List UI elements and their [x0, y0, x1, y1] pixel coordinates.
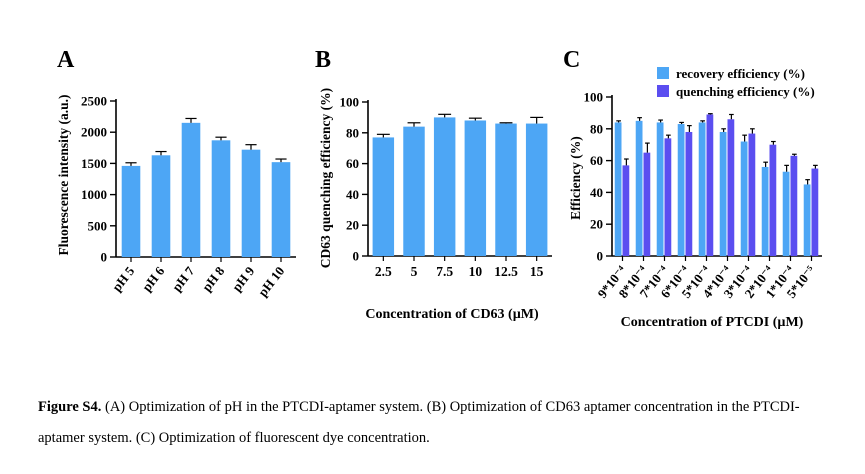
panel-c-bar	[782, 171, 790, 256]
panel-a-x-tick-label: pH 9	[229, 263, 258, 294]
panel-a-x-tick-label: pH 7	[169, 263, 198, 294]
legend-label-quenching: quenching efficiency (%)	[676, 84, 815, 99]
panel-b-x-tick-label: 10	[469, 264, 483, 279]
panel-a-ylabel: Fluorescence intensity (a.u.)	[56, 95, 71, 256]
panel-c-bar	[685, 131, 693, 256]
panel-a-bar	[181, 122, 201, 257]
panel-a-bar	[151, 155, 171, 257]
panel-c-bar	[811, 168, 819, 256]
panel-a-bar	[121, 165, 141, 257]
panel-c-y-tick-label: 40	[590, 185, 603, 200]
panel-b-y-tick-label: 40	[346, 187, 359, 202]
panel-b-bar	[433, 117, 456, 257]
caption-lead: Figure S4.	[38, 399, 102, 415]
panel-c-bar	[698, 122, 706, 256]
panel-b: B CD63 quenching efficiency (%) Concentr…	[315, 47, 552, 322]
panel-b-ylabel: CD63 quenching efficiency (%)	[318, 88, 333, 268]
panel-b-x-tick-label: 7.5	[436, 264, 453, 279]
panel-a-plot: 0 500 1000 1500 2000 2500 pH 5 pH 6 pH 7 pH 8 pH 9…	[81, 94, 296, 300]
panel-c-legend: recovery efficiency (%) quenching effici…	[657, 66, 815, 99]
panel-b-bar	[403, 126, 425, 256]
panel-c-bar	[748, 133, 756, 256]
panel-b-plot: 0 20 40 60 80 100 2.5 5 7.5 10 12.5 15	[340, 95, 552, 279]
panel-c-plot: 0204060801009*10⁻⁴8*10⁻⁴7*10⁻⁴6*10⁻⁴5*10…	[584, 90, 822, 301]
panel-b-letter: B	[315, 47, 331, 73]
panel-c-bar	[761, 166, 769, 256]
panel-c-y-tick-label: 100	[584, 90, 604, 105]
panel-c-y-tick-label: 60	[590, 153, 603, 168]
panel-a-x-tick-label: pH 8	[199, 263, 228, 294]
panel-b-y-tick-label: 20	[346, 218, 359, 233]
panel-a-y-tick-label: 1500	[81, 156, 107, 171]
panel-a-y-tick-label: 2000	[81, 125, 107, 140]
panel-c-bar	[614, 122, 622, 256]
panel-b-x-tick-label: 12.5	[494, 264, 518, 279]
panel-c-letter: C	[563, 47, 580, 73]
panel-b-bar	[464, 120, 487, 256]
panel-c-ylabel: Efficiency (%)	[568, 136, 583, 220]
panel-b-x-tick-label: 2.5	[375, 264, 392, 279]
panel-c: C Efficiency (%) Concentration of PTCDI …	[563, 47, 822, 330]
panel-c-bar	[790, 155, 798, 256]
panel-c-bar	[727, 119, 735, 256]
panel-b-xlabel: Concentration of CD63 (µM)	[365, 307, 539, 322]
panel-b-bar	[525, 123, 548, 256]
legend-swatch-quenching	[657, 85, 669, 97]
panel-c-bar	[769, 144, 777, 256]
panel-c-y-tick-label: 20	[590, 217, 603, 232]
panel-c-bar	[719, 131, 727, 256]
panel-b-x-tick-label: 15	[530, 264, 544, 279]
panel-c-bar	[622, 165, 630, 256]
panel-b-y-tick-label: 60	[346, 156, 359, 171]
panel-c-bar	[656, 122, 664, 256]
panel-b-bar	[372, 137, 395, 256]
panel-a-bar	[241, 149, 261, 257]
panel-a-x-tick-label: pH 6	[139, 263, 168, 294]
panel-a-bar	[211, 140, 231, 257]
panel-b-x-tick-label: 5	[411, 264, 418, 279]
panel-c-xlabel: Concentration of PTCDI (µM)	[621, 315, 804, 330]
panel-a-letter: A	[57, 47, 75, 73]
panel-c-bar	[706, 114, 714, 257]
panel-b-y-tick-label: 80	[346, 125, 359, 140]
panel-a-y-tick-label: 2500	[81, 94, 107, 109]
figure-canvas: A Fluorescence intensity (a.u.) 05001000…	[56, 47, 822, 330]
panel-c-bar	[677, 124, 685, 256]
panel-c-bar	[664, 138, 672, 256]
legend-swatch-recovery	[657, 67, 669, 79]
panel-c-y-tick-label: 0	[597, 249, 604, 264]
panel-a-y-tick-label: 0	[101, 250, 108, 265]
panel-b-y-tick-label: 100	[340, 95, 360, 110]
panel-b-y-tick-label: 0	[353, 249, 360, 264]
panel-c-bar	[643, 152, 651, 256]
panel-b-bar	[495, 123, 517, 256]
panel-a-x-tick-label: pH 5	[109, 263, 138, 294]
panel-a-y-tick-label: 500	[88, 218, 108, 233]
panel-c-bar	[740, 141, 748, 256]
panel-a-x-tick-label: pH 10	[255, 264, 288, 300]
caption-text: (A) Optimization of pH in the PTCDI-apta…	[38, 399, 800, 446]
panel-c-bar	[635, 120, 643, 256]
panel-a: A Fluorescence intensity (a.u.) 0 500 1000…	[56, 47, 296, 299]
panel-a-bar	[271, 162, 291, 257]
panel-c-y-tick-label: 80	[590, 121, 603, 136]
figure-caption: Figure S4. (A) Optimization of pH in the…	[38, 392, 838, 454]
panel-a-y-tick-label: 1000	[81, 187, 107, 202]
panel-c-bar	[803, 184, 811, 256]
legend-label-recovery: recovery efficiency (%)	[676, 66, 805, 81]
